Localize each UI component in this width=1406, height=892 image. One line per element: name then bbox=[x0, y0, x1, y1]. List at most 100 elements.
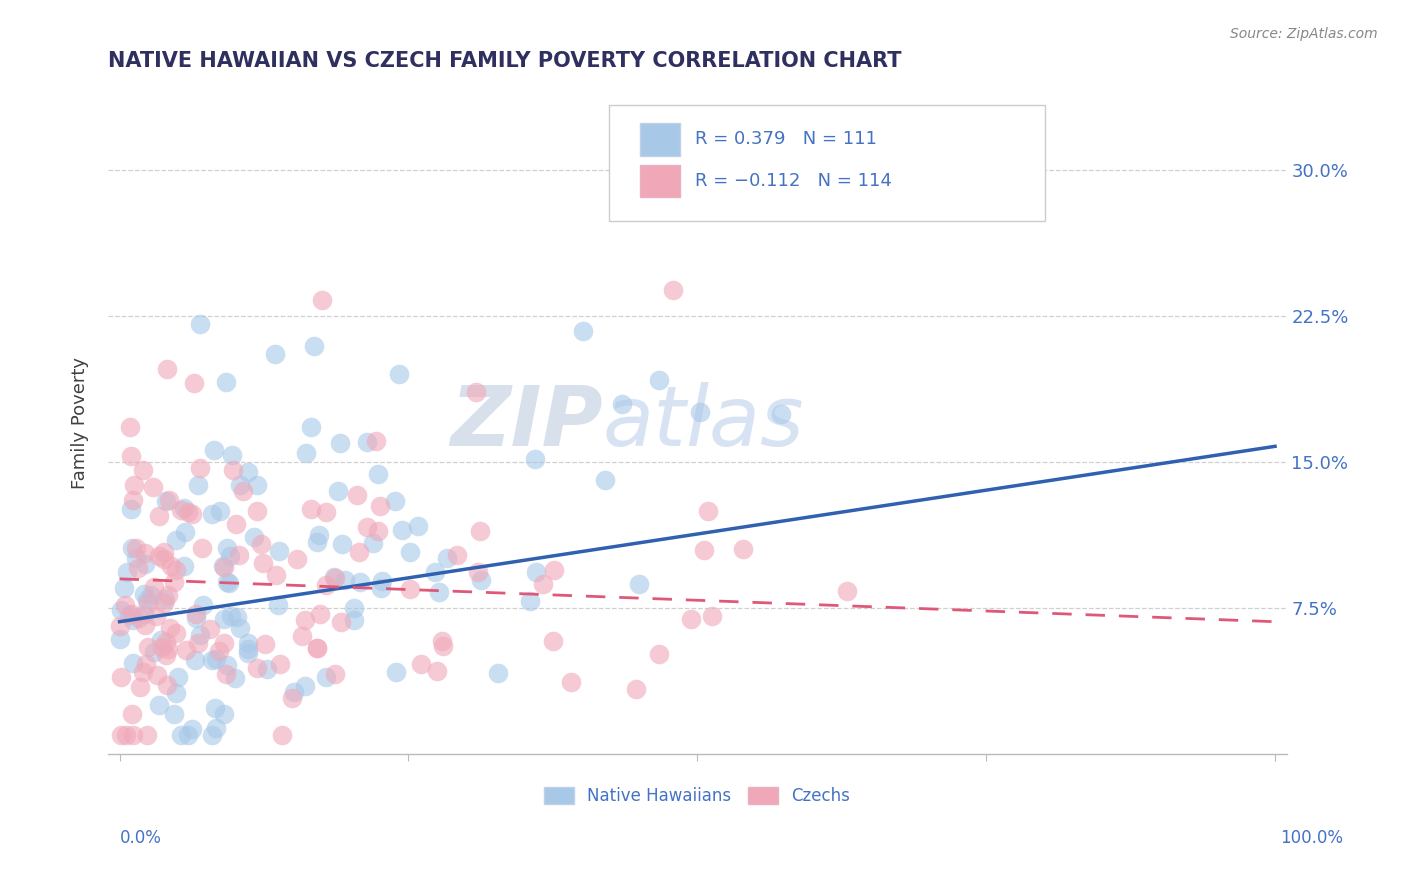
Point bbox=[118, 607, 141, 622]
Point bbox=[190, 461, 212, 475]
Point bbox=[122, 613, 145, 627]
Point bbox=[205, 721, 228, 735]
Point bbox=[246, 478, 269, 492]
Point bbox=[264, 347, 287, 361]
Legend: Native Hawaiians, Czechs: Native Hawaiians, Czechs bbox=[537, 780, 858, 812]
Point bbox=[163, 574, 186, 589]
Point bbox=[114, 598, 136, 612]
Point bbox=[138, 596, 160, 610]
Point bbox=[368, 499, 391, 513]
Point bbox=[198, 623, 221, 637]
Point bbox=[122, 728, 145, 742]
Text: 100.0%: 100.0% bbox=[1279, 829, 1343, 847]
Point bbox=[135, 657, 157, 672]
Point bbox=[215, 667, 238, 681]
Point bbox=[212, 707, 235, 722]
Point bbox=[468, 524, 491, 539]
Point bbox=[170, 503, 193, 517]
Point bbox=[367, 524, 389, 539]
Y-axis label: Family Poverty: Family Poverty bbox=[72, 357, 89, 489]
Point bbox=[236, 636, 259, 650]
Point bbox=[287, 552, 309, 566]
Point bbox=[311, 293, 333, 307]
Point bbox=[322, 570, 344, 584]
Point bbox=[238, 465, 260, 479]
Point bbox=[299, 420, 322, 434]
Point bbox=[224, 671, 246, 685]
Point bbox=[124, 541, 146, 555]
Point bbox=[266, 567, 288, 582]
Point bbox=[155, 678, 177, 692]
Point bbox=[232, 484, 254, 499]
Point bbox=[356, 434, 378, 449]
Point bbox=[249, 536, 271, 550]
Point bbox=[330, 537, 353, 551]
Point bbox=[148, 509, 170, 524]
Point bbox=[108, 632, 131, 646]
Point bbox=[134, 618, 156, 632]
Point bbox=[188, 628, 211, 642]
Point bbox=[305, 640, 328, 655]
Point bbox=[572, 324, 595, 338]
Text: Source: ZipAtlas.com: Source: ZipAtlas.com bbox=[1230, 27, 1378, 41]
Point bbox=[165, 533, 187, 547]
Point bbox=[124, 477, 146, 491]
Point bbox=[112, 581, 135, 595]
Point bbox=[256, 662, 278, 676]
Point bbox=[388, 367, 411, 381]
Text: NATIVE HAWAIIAN VS CZECH FAMILY POVERTY CORRELATION CHART: NATIVE HAWAIIAN VS CZECH FAMILY POVERTY … bbox=[108, 51, 901, 70]
Point bbox=[349, 574, 371, 589]
Point bbox=[163, 706, 186, 721]
Point bbox=[176, 505, 198, 519]
Point bbox=[191, 541, 214, 556]
Point bbox=[134, 587, 156, 601]
Point bbox=[467, 566, 489, 580]
Point bbox=[323, 667, 346, 681]
Point bbox=[121, 492, 143, 507]
Point bbox=[281, 690, 304, 705]
Point bbox=[110, 603, 132, 617]
Point bbox=[120, 449, 142, 463]
Point bbox=[134, 546, 156, 560]
Point bbox=[184, 611, 207, 625]
Point bbox=[325, 571, 347, 585]
Point bbox=[769, 407, 792, 421]
Point bbox=[560, 675, 582, 690]
Point bbox=[121, 706, 143, 721]
Point bbox=[648, 373, 671, 387]
Point bbox=[121, 541, 143, 555]
FancyBboxPatch shape bbox=[640, 123, 679, 155]
Point bbox=[219, 549, 242, 564]
Point bbox=[225, 610, 247, 624]
Point bbox=[215, 574, 238, 589]
Point bbox=[136, 592, 159, 607]
Point bbox=[689, 405, 711, 419]
Point bbox=[215, 376, 238, 390]
Point bbox=[108, 619, 131, 633]
Point bbox=[693, 542, 716, 557]
Point bbox=[681, 612, 703, 626]
Point bbox=[283, 684, 305, 698]
Point bbox=[531, 577, 554, 591]
Text: 0.0%: 0.0% bbox=[120, 829, 162, 847]
Point bbox=[236, 641, 259, 656]
Point bbox=[315, 578, 337, 592]
Point bbox=[427, 584, 450, 599]
Point bbox=[150, 632, 173, 647]
Point bbox=[212, 612, 235, 626]
Point bbox=[157, 588, 180, 602]
Point bbox=[135, 728, 157, 742]
Point bbox=[153, 592, 176, 607]
Point bbox=[315, 505, 337, 519]
Point bbox=[267, 598, 290, 612]
Point bbox=[465, 384, 488, 399]
Point bbox=[148, 698, 170, 712]
Point bbox=[173, 524, 195, 539]
Point bbox=[307, 641, 329, 656]
Point bbox=[155, 634, 177, 648]
Point bbox=[299, 501, 322, 516]
Point bbox=[159, 621, 181, 635]
Point bbox=[132, 665, 155, 680]
Point bbox=[399, 545, 422, 559]
Point bbox=[208, 644, 231, 658]
